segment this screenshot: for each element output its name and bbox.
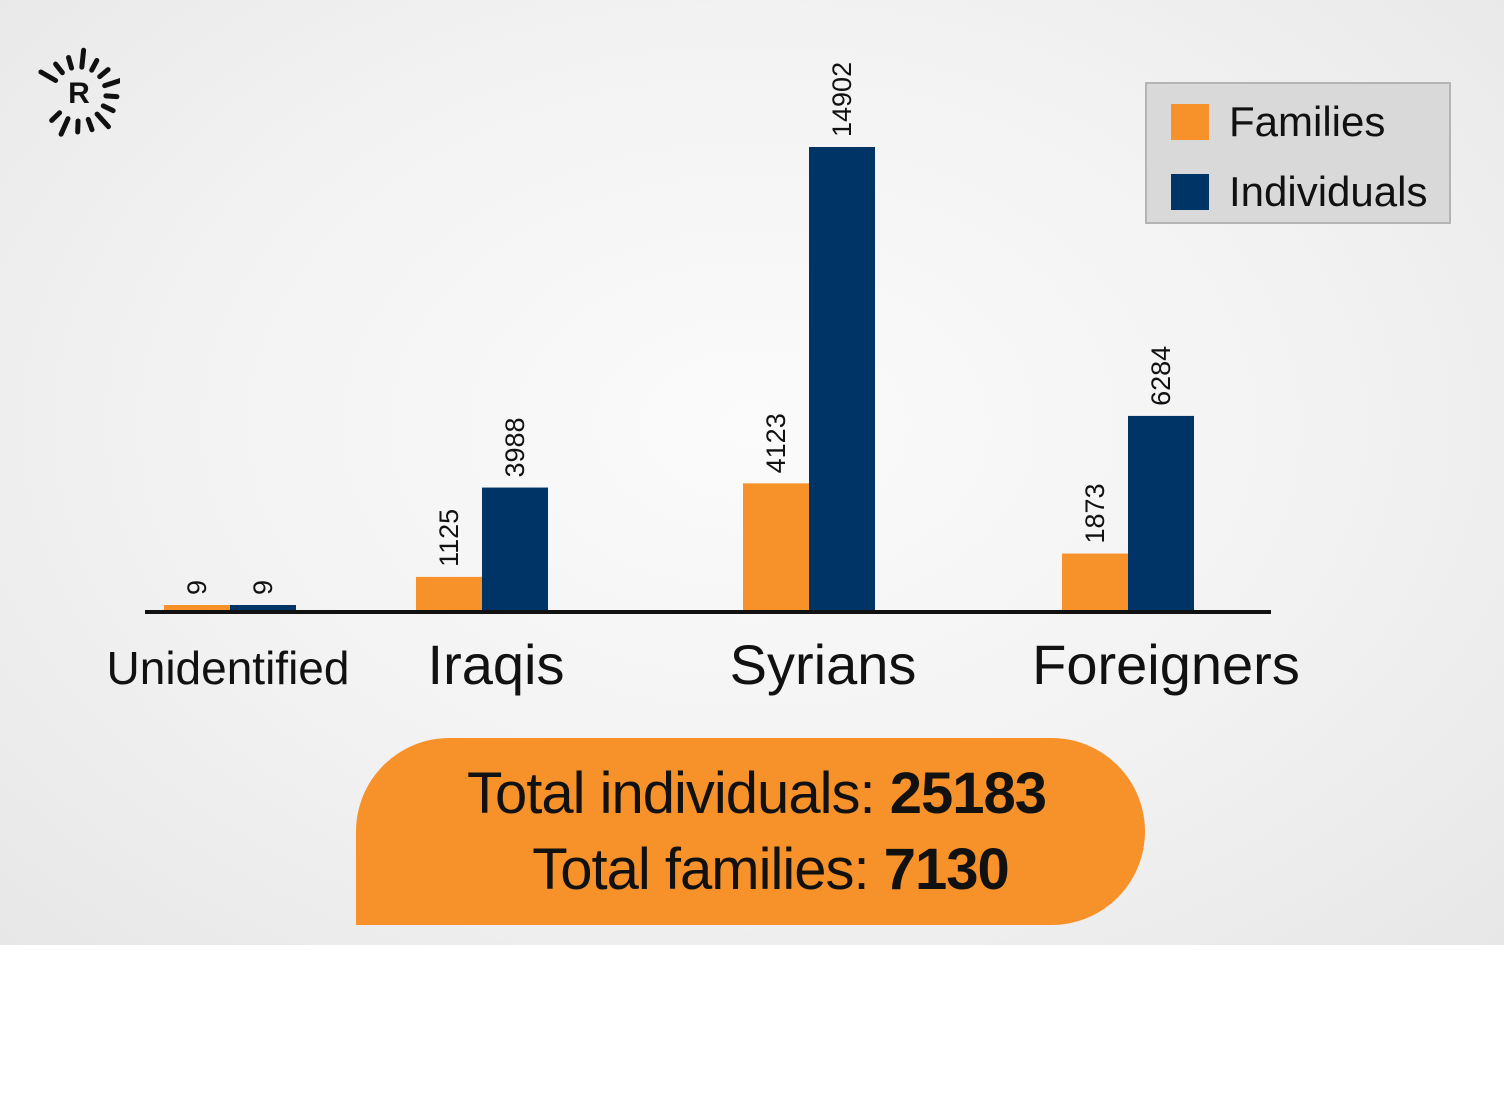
logo-ray bbox=[58, 116, 71, 137]
total-families: Total families: 7130 bbox=[356, 836, 1165, 903]
logo-sunburst-icon bbox=[38, 47, 120, 137]
data-label-iraqis-individuals: 3988 bbox=[500, 417, 530, 477]
data-label-unidentified-individuals: 9 bbox=[248, 580, 278, 595]
category-label-syrians: Syrians bbox=[730, 633, 917, 696]
logo-ray bbox=[38, 69, 59, 83]
data-label-unidentified-families: 9 bbox=[182, 580, 212, 595]
bar-foreigners-families bbox=[1062, 553, 1128, 612]
logo-ray bbox=[66, 54, 75, 71]
legend-label-individuals: Individuals bbox=[1229, 168, 1428, 215]
category-label-iraqis: Iraqis bbox=[428, 633, 565, 696]
data-label-foreigners-individuals: 6284 bbox=[1146, 346, 1176, 406]
legend-swatch-families bbox=[1171, 104, 1209, 140]
legend-item-individuals: Individuals bbox=[1171, 168, 1427, 215]
total-individuals-label: Total individuals: bbox=[467, 761, 876, 826]
logo-ray bbox=[53, 61, 65, 76]
total-individuals-value: 25183 bbox=[889, 761, 1047, 826]
bar-iraqis-families bbox=[416, 576, 482, 612]
logo-ray bbox=[85, 116, 95, 133]
logo-ray bbox=[100, 103, 116, 114]
bar-unidentified-individuals bbox=[230, 605, 296, 612]
logo-ray bbox=[103, 93, 120, 100]
bar-syrians-individuals bbox=[809, 147, 875, 612]
logo-ray bbox=[102, 78, 120, 89]
bar-foreigners-individuals bbox=[1128, 415, 1194, 612]
logo-ray bbox=[94, 111, 111, 130]
logo-ray bbox=[79, 47, 87, 70]
bar-chart: 9 9 Unidentified 1125 3988 Iraqis 4123 14902 Syr… bbox=[107, 62, 1300, 696]
data-label-iraqis-families: 1125 bbox=[434, 509, 464, 567]
legend-item-families: Families bbox=[1171, 98, 1385, 145]
legend-label-families: Families bbox=[1229, 98, 1386, 145]
total-families-value: 7130 bbox=[883, 837, 1010, 902]
category-label-foreigners: Foreigners bbox=[1032, 633, 1300, 696]
legend-swatch-individuals bbox=[1171, 174, 1209, 210]
category-label-unidentified: Unidentified bbox=[107, 642, 350, 694]
bar-unidentified-families bbox=[164, 605, 230, 612]
total-families-label: Total families: bbox=[532, 837, 869, 902]
rudaw-logo: R bbox=[38, 47, 120, 137]
data-label-syrians-families: 4123 bbox=[761, 413, 791, 473]
legend: Families Individuals bbox=[1145, 82, 1451, 224]
totals-box: Total individuals: 25183 Total families:… bbox=[356, 738, 1145, 925]
data-label-syrians-individuals: 14902 bbox=[827, 62, 857, 137]
logo-letter: R bbox=[68, 77, 90, 110]
chart-stage: R 9 9 Unidentified 1125 3988 Iraqis 4123 14902 S… bbox=[0, 0, 1504, 945]
logo-ray bbox=[97, 67, 111, 80]
logo-ray bbox=[89, 57, 100, 73]
logo-ray bbox=[49, 110, 63, 123]
labels-layer: 9 9 Unidentified 1125 3988 Iraqis 4123 14902 Syr… bbox=[107, 62, 1300, 696]
data-label-foreigners-families: 1873 bbox=[1080, 483, 1110, 543]
bar-iraqis-individuals bbox=[482, 487, 548, 612]
bars-layer bbox=[164, 147, 1194, 612]
bar-syrians-families bbox=[743, 483, 809, 612]
total-individuals: Total individuals: 25183 bbox=[356, 760, 1151, 827]
